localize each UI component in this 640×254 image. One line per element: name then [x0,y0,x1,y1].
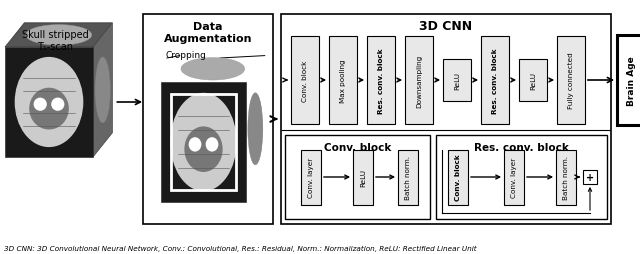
Text: Res. conv. block: Res. conv. block [378,48,384,113]
Ellipse shape [15,58,83,148]
Bar [443,60,471,102]
Bar [291,37,319,124]
Bar [5,48,93,157]
Bar [583,170,597,184]
Text: +: + [586,172,594,182]
Bar [504,150,524,205]
Text: Brain Age: Brain Age [627,56,636,105]
Ellipse shape [181,58,244,81]
Bar [172,95,236,190]
Text: Conv. layer: Conv. layer [511,157,517,197]
Ellipse shape [170,93,237,192]
Bar [398,150,418,205]
Text: Conv. block: Conv. block [455,154,461,200]
Bar [519,60,547,102]
Text: Batch norm.: Batch norm. [563,155,569,199]
Text: 3D CNN: 3D CNN [419,20,472,33]
Bar [329,37,357,124]
Ellipse shape [248,93,263,165]
Polygon shape [246,56,265,202]
Bar [448,150,468,205]
Text: 3D CNN: 3D Convolutional Neural Network, Conv.: Convolutional, Res.: Residual, N: 3D CNN: 3D Convolutional Neural Network,… [4,245,477,251]
Bar [556,150,576,205]
Text: Conv. layer: Conv. layer [308,157,314,197]
Text: Res. conv. block: Res. conv. block [492,48,498,113]
Polygon shape [93,24,113,157]
Text: Max pooling: Max pooling [340,59,346,102]
Bar [481,37,509,124]
Text: ReLU: ReLU [454,72,460,90]
Bar [367,37,395,124]
Bar [301,150,321,205]
Text: ReLU: ReLU [530,72,536,90]
Text: Fully connected: Fully connected [568,52,574,109]
Text: Data
Augmentation: Data Augmentation [164,22,252,44]
Ellipse shape [189,138,202,152]
Text: Skull stripped
T₁-scan: Skull stripped T₁-scan [22,30,88,51]
Ellipse shape [29,88,69,130]
Bar [281,15,611,224]
Polygon shape [161,56,265,83]
Ellipse shape [184,127,223,172]
Ellipse shape [26,25,92,46]
Bar [285,135,430,219]
Text: Downsampling: Downsampling [416,54,422,107]
Text: ReLU: ReLU [360,168,366,186]
Text: Conv. block: Conv. block [324,142,391,152]
Text: Cropping: Cropping [165,50,206,59]
Ellipse shape [95,58,111,123]
Bar [557,37,585,124]
Text: Res. conv. block: Res. conv. block [474,142,569,152]
Bar [143,15,273,224]
Bar [617,36,640,125]
Ellipse shape [51,98,65,111]
Ellipse shape [205,138,218,152]
Polygon shape [5,24,113,48]
Bar [405,37,433,124]
Bar [161,83,246,202]
Ellipse shape [34,98,47,111]
Text: Conv. block: Conv. block [302,60,308,101]
Bar [353,150,373,205]
Bar [436,135,607,219]
Text: Batch norm.: Batch norm. [405,155,411,199]
